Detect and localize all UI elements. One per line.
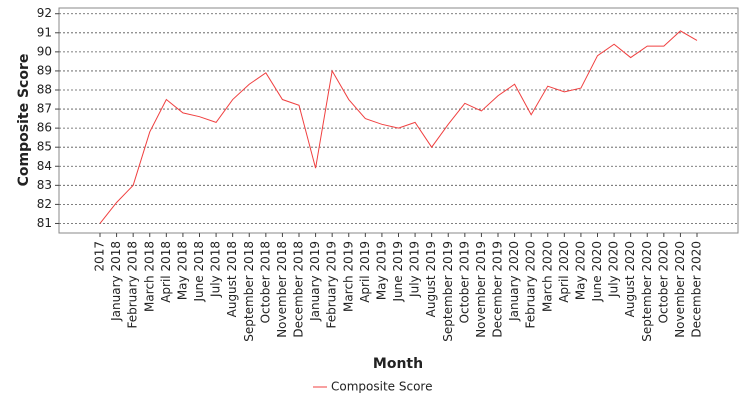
x-tick-label: August 2018 (225, 241, 239, 317)
x-tick-label: May 2018 (175, 241, 189, 300)
y-tick-label: 82 (37, 197, 52, 211)
x-tick-label: November 2019 (474, 241, 488, 338)
x-tick-label: October 2019 (457, 241, 471, 323)
y-tick-label: 90 (37, 44, 52, 58)
x-tick-label: February 2019 (325, 241, 339, 329)
x-tick-label: June 2020 (590, 241, 604, 303)
y-tick-label: 81 (37, 216, 52, 230)
y-tick-label: 83 (37, 178, 52, 192)
x-tick-label: 2017 (93, 241, 107, 272)
x-tick-label: February 2020 (524, 241, 538, 329)
x-tick-label: August 2019 (424, 241, 438, 317)
x-tick-label: November 2018 (275, 241, 289, 338)
y-tick-label: 92 (37, 6, 52, 20)
x-tick-label: March 2020 (540, 241, 554, 312)
x-tick-label: June 2018 (192, 241, 206, 303)
legend-label: Composite Score (331, 380, 432, 394)
x-tick-label: October 2018 (258, 241, 272, 323)
x-tick-label: May 2019 (374, 241, 388, 300)
x-tick-label: January 2019 (308, 241, 322, 322)
y-tick-label: 88 (37, 82, 52, 96)
x-tick-label: May 2020 (573, 241, 587, 300)
x-tick-label: December 2019 (491, 241, 505, 338)
x-axis-label: Month (373, 356, 423, 372)
y-tick-label: 87 (37, 102, 52, 116)
x-tick-label: July 2018 (209, 241, 223, 298)
y-axis-label: Composite Score (16, 54, 32, 187)
x-tick-label: January 2020 (507, 241, 521, 322)
y-tick-label: 85 (37, 140, 52, 154)
y-tick-label: 89 (37, 63, 52, 77)
x-tick-label: December 2020 (690, 241, 704, 338)
x-tick-label: September 2019 (441, 241, 455, 342)
x-tick-label: December 2018 (292, 241, 306, 338)
line (99, 30, 698, 224)
x-tick-label: April 2018 (159, 241, 173, 303)
x-tick-label: April 2019 (358, 241, 372, 303)
x-tick-label: March 2018 (142, 241, 156, 312)
x-tick-label: June 2019 (391, 241, 405, 303)
y-tick-label: 86 (37, 121, 52, 135)
x-tick-label: September 2020 (640, 241, 654, 342)
y-tick-label: 91 (37, 25, 52, 39)
x-tick-label: July 2020 (607, 241, 621, 298)
x-tick-label: March 2019 (341, 241, 355, 312)
x-tick-label: April 2020 (557, 241, 571, 303)
x-tick-label: October 2020 (656, 241, 670, 323)
x-tick-label: September 2018 (242, 241, 256, 342)
x-tick-label: July 2019 (408, 241, 422, 298)
x-tick-label: November 2020 (673, 241, 687, 338)
x-tick-label: August 2020 (623, 241, 637, 317)
x-tick-label: January 2018 (109, 241, 123, 322)
y-tick-label: 84 (37, 159, 52, 173)
plot-frame (58, 7, 739, 234)
x-tick-label: February 2018 (126, 241, 140, 329)
